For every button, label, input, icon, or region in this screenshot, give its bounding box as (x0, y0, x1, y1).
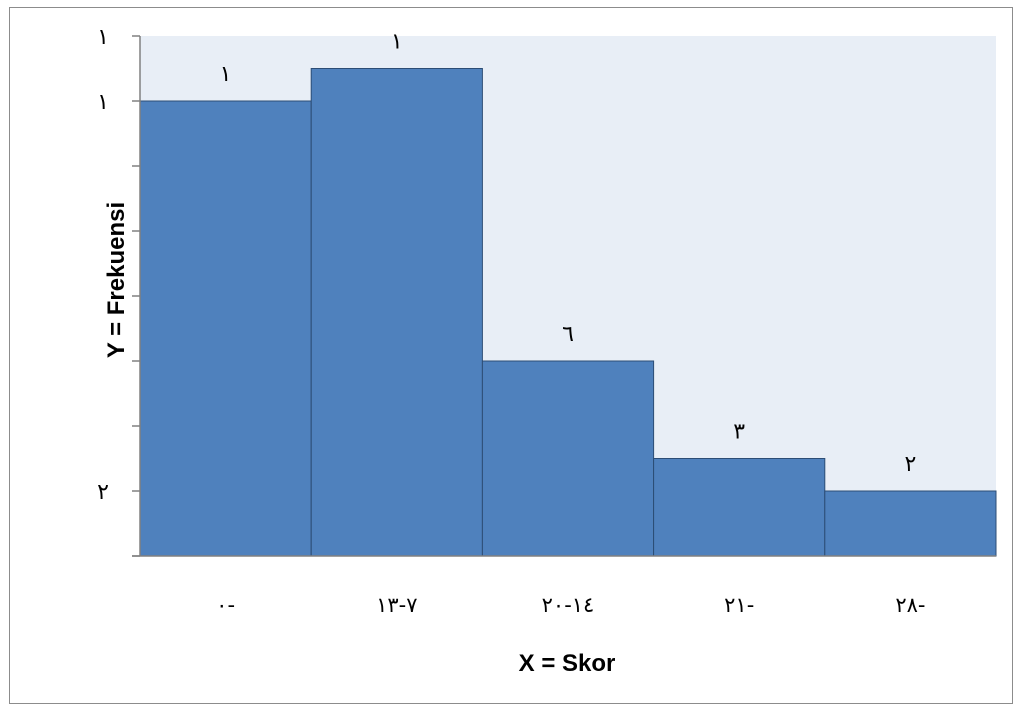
y-axis-title: Y = Frekuensi (103, 202, 130, 358)
bar-4 (653, 458, 826, 557)
bar-3 (481, 360, 655, 557)
chart-frame (9, 7, 1013, 704)
x-tick-label-5: ٢٨- (895, 593, 925, 617)
data-label-4: ٣ (733, 420, 745, 445)
bar-5 (824, 490, 997, 557)
x-axis-title: X = Skor (519, 650, 616, 677)
y-tick-label-1: ٢ (97, 480, 109, 505)
x-tick-label-1: ٠- (216, 593, 235, 617)
data-label-2: ١ (391, 30, 403, 55)
y-tick-label-3: ١ (97, 25, 109, 50)
x-tick-label-2: ٧-١٣ (376, 593, 417, 617)
x-tick-label-4: ٢١- (724, 593, 754, 617)
data-label-1: ١ (220, 62, 232, 87)
bar-2 (310, 68, 483, 557)
data-label-5: ٢ (904, 452, 916, 477)
bar-1 (139, 100, 312, 557)
x-tick-label-3: ١٤-٢٠ (542, 593, 595, 617)
y-tick-label-2: ١ (97, 90, 109, 115)
data-label-3: ٦ (562, 322, 574, 347)
